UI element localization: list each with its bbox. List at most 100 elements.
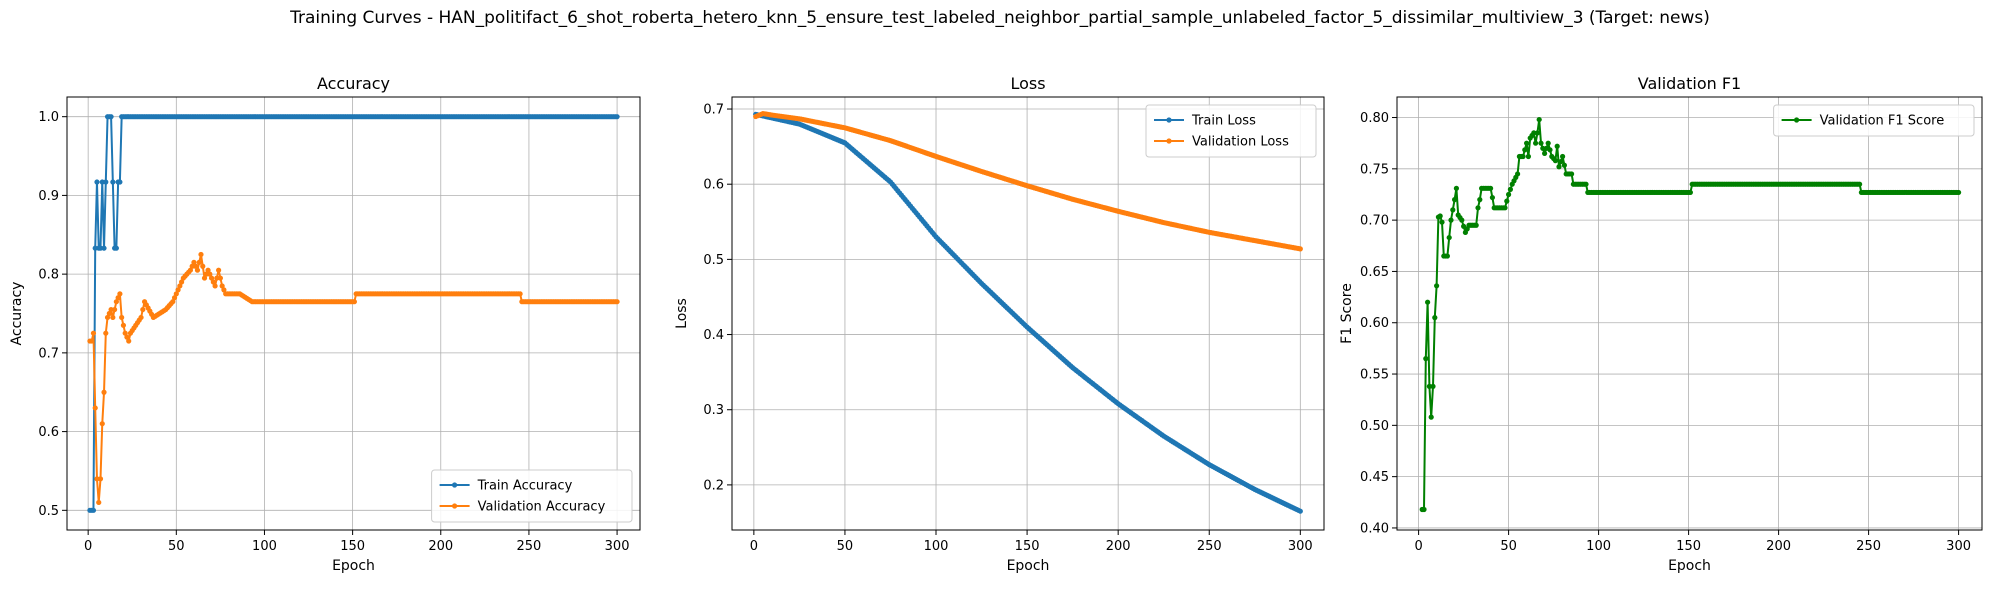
legend: Train Loss Validation Loss <box>1145 104 1317 158</box>
data-point <box>101 245 107 251</box>
data-point <box>1533 140 1539 146</box>
data-point <box>1450 207 1456 213</box>
x-tick-label: 250 <box>517 539 542 554</box>
data-point <box>1561 162 1567 168</box>
y-tick-label: 0.6 <box>703 178 724 193</box>
data-point <box>1453 185 1459 191</box>
legend-label: Validation F1 Score <box>1820 114 1945 129</box>
legend-item-validation-loss: Validation Loss <box>1154 135 1289 150</box>
data-point <box>517 291 523 297</box>
data-point <box>106 310 112 317</box>
x-tick-label: 50 <box>1500 539 1517 554</box>
data-point <box>1520 153 1526 160</box>
data-point <box>1477 197 1483 203</box>
data-point <box>1522 147 1528 153</box>
data-point <box>351 299 357 305</box>
x-tick-label: 50 <box>168 539 185 554</box>
data-point <box>193 263 199 269</box>
data-point <box>122 330 128 336</box>
data-point <box>1545 140 1551 146</box>
y-axis-label: Loss <box>674 298 690 329</box>
data-point <box>1536 116 1542 123</box>
data-point <box>90 507 97 513</box>
x-tick-label: 200 <box>1106 539 1131 554</box>
legend-item-validation-f1-score: Validation F1 Score <box>1781 114 1945 129</box>
data-point <box>1297 508 1303 514</box>
legend-item-train-loss: Train Loss <box>1154 114 1256 129</box>
panel-title: Validation F1 <box>1638 74 1741 93</box>
data-point <box>138 314 144 321</box>
y-tick-label: 0.8 <box>38 268 59 283</box>
data-point <box>1428 414 1434 420</box>
y-tick-label: 0.75 <box>1360 162 1389 177</box>
data-point <box>1525 153 1531 160</box>
series-validation-accuracy <box>87 251 620 506</box>
y-tick-label: 0.7 <box>38 346 59 361</box>
data-point <box>90 330 97 336</box>
data-point <box>1426 383 1432 389</box>
data-point <box>1297 246 1303 252</box>
data-point <box>99 421 105 427</box>
figure-title: Training Curves - HAN_politifact_6_shot_… <box>290 8 1710 28</box>
data-point <box>96 499 102 506</box>
data-point <box>104 314 111 321</box>
data-point <box>1423 356 1429 362</box>
y-tick-label: 0.5 <box>38 504 59 519</box>
data-point <box>1461 223 1467 229</box>
data-point <box>1956 189 1962 196</box>
legend-marker <box>1166 117 1172 123</box>
data-point <box>194 267 201 273</box>
data-point <box>1687 189 1693 196</box>
x-tick-label: 100 <box>924 539 949 554</box>
plot-area <box>753 110 1303 514</box>
x-tick-label: 150 <box>1676 539 1701 554</box>
panel-accuracy: 0 50 100 150 200 250 300 0.5 0.6 0.7 0.8 0.9 1.0 Accu… <box>9 74 641 574</box>
x-tick-label: 100 <box>252 539 277 554</box>
x-tick-label: 150 <box>1015 539 1040 554</box>
panel-loss: 0 50 100 150 200 250 300 0.2 0.3 0.4 0.5 0.6 0.7 Loss… <box>674 74 1325 574</box>
y-axis-label: Accuracy <box>9 282 25 346</box>
plot-area <box>1419 116 1962 513</box>
data-point <box>175 287 181 293</box>
data-point <box>117 179 123 185</box>
legend-marker <box>452 503 458 509</box>
data-point <box>200 263 206 269</box>
data-point <box>124 334 130 340</box>
series-line <box>755 113 1301 513</box>
y-tick-label: 0.6 <box>38 425 59 440</box>
data-point <box>1448 217 1454 223</box>
legend-marker <box>452 482 458 488</box>
data-point <box>110 314 116 321</box>
legend: Validation F1 Score <box>1773 104 1975 137</box>
y-tick-label: 0.65 <box>1360 265 1389 280</box>
panel-title: Accuracy <box>317 74 390 93</box>
y-tick-label: 0.50 <box>1360 419 1389 434</box>
x-tick-label: 300 <box>1288 539 1313 554</box>
data-point <box>103 179 109 185</box>
legend-label: Validation Loss <box>1192 135 1289 150</box>
data-point <box>210 279 216 285</box>
y-tick-label: 0.70 <box>1360 214 1389 229</box>
plot-area <box>87 114 620 513</box>
data-point <box>108 114 114 120</box>
legend-label: Validation Accuracy <box>478 500 606 515</box>
data-point <box>113 299 119 305</box>
data-point <box>219 283 225 289</box>
x-axis-label: Epoch <box>1668 558 1711 574</box>
data-point <box>1534 130 1540 136</box>
y-axis-label: F1 Score <box>1339 283 1355 344</box>
data-point <box>1540 145 1546 151</box>
data-point <box>115 295 121 301</box>
data-point <box>614 299 620 305</box>
data-point <box>97 476 104 482</box>
x-tick-label: 50 <box>837 539 854 554</box>
legend-box <box>1773 104 1975 137</box>
data-point <box>1552 158 1558 164</box>
data-point <box>177 283 183 289</box>
data-point <box>1475 205 1481 211</box>
data-point <box>1444 253 1450 259</box>
data-point <box>217 275 223 281</box>
legend-marker <box>1166 138 1172 144</box>
data-point <box>1434 283 1440 289</box>
y-tick-label: 1.0 <box>38 110 59 125</box>
